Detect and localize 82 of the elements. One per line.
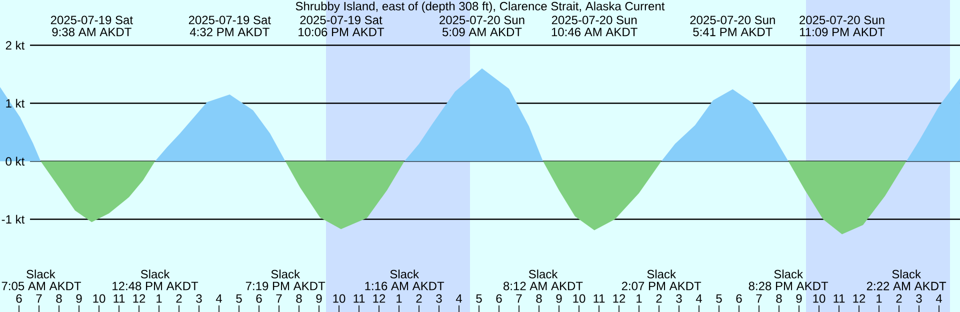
annotation: Slack xyxy=(140,270,170,278)
x-tick-label: 8 xyxy=(296,294,302,303)
annotation: 2025-07-20 Sun xyxy=(800,16,884,24)
annotation: Slack xyxy=(528,270,558,278)
chart-title: Shrubby Island, east of (depth 308 ft), Clarence Strait, Alaska Current xyxy=(296,2,665,13)
annotation: 8:28 PM AKDT xyxy=(748,282,828,290)
x-tick-label: 10 xyxy=(813,294,826,303)
x-tick-label: 7 xyxy=(276,294,282,303)
annotation: 11:09 PM AKDT xyxy=(800,28,885,36)
x-tick-label: 5 xyxy=(716,294,722,303)
x-tick-label: 2 xyxy=(656,294,662,303)
x-tick-label: 9 xyxy=(76,294,82,303)
x-tick-label: 6 xyxy=(496,294,502,303)
x-tick-label: 7 xyxy=(756,294,762,303)
x-tick-label: 5 xyxy=(476,294,482,303)
annotation: 10:46 AM AKDT xyxy=(552,28,638,36)
annotation: Slack xyxy=(271,270,300,278)
annotation: 12:48 PM AKDT xyxy=(112,282,198,290)
x-tick-label: 3 xyxy=(436,294,442,303)
annotation: 9:38 AM AKDT xyxy=(52,28,132,36)
x-tick-label: 11 xyxy=(114,294,125,303)
x-tick-label: 6 xyxy=(256,294,262,303)
x-tick-label: 2 xyxy=(896,294,902,303)
x-tick-label: 9 xyxy=(796,294,802,303)
x-tick-label: 3 xyxy=(196,294,202,303)
x-tick-label: 11 xyxy=(594,294,605,303)
x-tick-label: 9 xyxy=(316,294,322,303)
annotation: 7:05 AM AKDT xyxy=(2,282,82,290)
y-tick-label: 2 kt xyxy=(6,40,25,50)
x-tick-label: 12 xyxy=(613,294,626,303)
annotation: 5:09 AM AKDT xyxy=(442,28,522,36)
x-tick-label: 6 xyxy=(16,294,22,303)
x-tick-label: 10 xyxy=(573,294,586,303)
x-tick-label: 10 xyxy=(333,294,346,303)
y-tick-label: -1 kt xyxy=(2,214,25,224)
x-tick-label: 11 xyxy=(834,294,845,303)
annotation: Slack xyxy=(774,270,804,278)
annotation: Slack xyxy=(26,270,56,278)
x-tick-label: 11 xyxy=(354,294,365,303)
x-tick-label: 8 xyxy=(776,294,782,303)
x-tick-label: 5 xyxy=(236,294,242,303)
y-tick-label: 1 kt xyxy=(6,98,25,108)
x-tick-label: 6 xyxy=(736,294,742,303)
annotation: 2025-07-20 Sun xyxy=(440,16,524,24)
y-tick-label: 0 kt xyxy=(6,156,25,166)
annotation: Slack xyxy=(892,270,922,278)
annotation: 5:41 PM AKDT xyxy=(693,28,772,36)
annotation: 2025-07-20 Sun xyxy=(552,16,637,24)
x-tick-label: 4 xyxy=(216,294,222,303)
x-tick-label: 4 xyxy=(696,294,702,303)
annotation: Slack xyxy=(647,270,676,278)
annotation: 1:16 AM AKDT xyxy=(365,282,444,290)
x-tick-label: 3 xyxy=(916,294,922,303)
annotation: 2:07 PM AKDT xyxy=(622,282,702,290)
annotation: 2025-07-19 Sat xyxy=(188,16,271,24)
annotation: 7:19 PM AKDT xyxy=(246,282,326,290)
x-tick-label: 3 xyxy=(676,294,682,303)
annotation: 2025-07-19 Sat xyxy=(50,16,133,24)
x-tick-label: 1 xyxy=(396,294,402,303)
x-tick-label: 2 xyxy=(176,294,182,303)
x-tick-label: 12 xyxy=(373,294,386,303)
x-tick-label: 1 xyxy=(876,294,882,303)
x-tick-label: 12 xyxy=(853,294,866,303)
annotation: 8:12 AM AKDT xyxy=(504,282,583,290)
x-tick-label: 8 xyxy=(56,294,62,303)
annotation: 4:32 PM AKDT xyxy=(190,28,270,36)
x-tick-label: 1 xyxy=(636,294,642,303)
annotation: 2:22 AM AKDT xyxy=(866,282,946,290)
x-tick-label: 8 xyxy=(536,294,542,303)
x-tick-label: 1 xyxy=(156,294,162,303)
x-tick-label: 7 xyxy=(36,294,42,303)
x-tick-label: 7 xyxy=(516,294,522,303)
x-tick-label: 2 xyxy=(416,294,422,303)
x-tick-label: 12 xyxy=(133,294,146,303)
x-tick-label: 9 xyxy=(556,294,562,303)
annotation: 2025-07-20 Sun xyxy=(690,16,775,24)
x-tick-label: 4 xyxy=(456,294,462,303)
annotation: Slack xyxy=(390,270,420,278)
x-tick-label: 4 xyxy=(936,294,942,303)
annotation: 2025-07-19 Sat xyxy=(300,16,382,24)
annotation: 10:06 PM AKDT xyxy=(298,28,384,36)
x-tick-label: 10 xyxy=(93,294,106,303)
